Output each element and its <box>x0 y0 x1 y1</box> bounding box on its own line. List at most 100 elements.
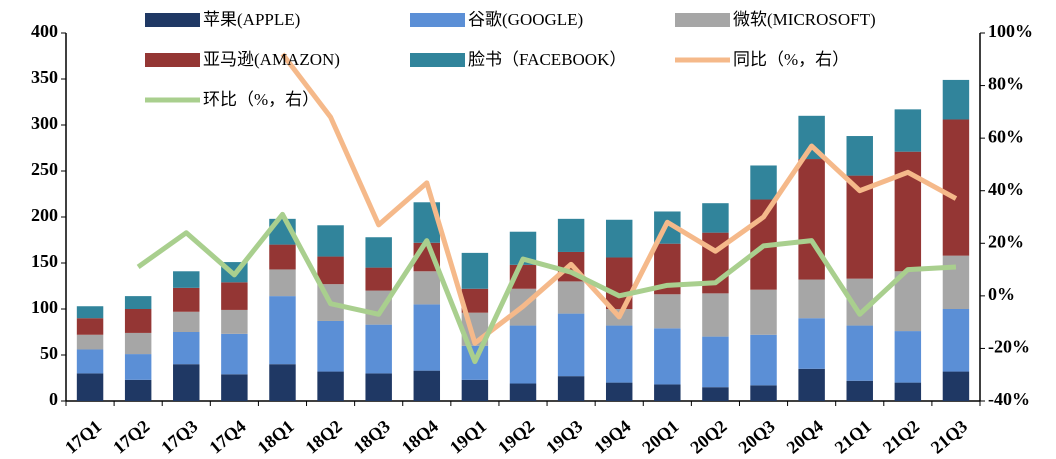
x-tick-label: 21Q2 <box>879 416 923 458</box>
bar-segment <box>124 332 152 355</box>
x-tick-label: 17Q3 <box>157 416 201 458</box>
bar-segment <box>221 282 248 310</box>
bar-segment <box>461 379 489 401</box>
bar-segment <box>702 293 729 337</box>
x-tick-label: 17Q1 <box>61 416 105 458</box>
x-tick-label: 19Q1 <box>446 416 490 458</box>
bar-segment <box>76 306 104 319</box>
bar-segment <box>317 320 344 372</box>
x-tick-label: 20Q4 <box>783 416 827 458</box>
bar-segment <box>509 325 537 384</box>
legend-label: 苹果(APPLE) <box>203 10 300 29</box>
y2-tick-label: 100% <box>988 21 1033 41</box>
x-tick-label: 18Q3 <box>350 416 394 458</box>
bar-segment <box>702 336 729 388</box>
bar-segment <box>798 318 825 369</box>
bar-segment <box>509 383 537 401</box>
bar-segment <box>894 151 922 272</box>
bar-segment <box>654 384 681 401</box>
bar-segment <box>173 332 200 365</box>
bar-segment <box>894 331 922 383</box>
bar-segment <box>76 349 104 374</box>
line-series <box>280 52 958 346</box>
bar-segment <box>124 309 152 333</box>
bar-segment <box>413 370 441 401</box>
y2-tick-label: -20% <box>988 337 1030 357</box>
bar-segment <box>317 225 344 257</box>
bar-segment <box>846 325 873 381</box>
x-tick-label: 19Q2 <box>494 416 538 458</box>
bar-segment <box>846 380 873 401</box>
y-tick-label: 100 <box>31 297 58 317</box>
bar-segment <box>76 334 104 350</box>
y2-tick-label: -40% <box>988 389 1030 409</box>
bar-segment <box>942 255 970 309</box>
bar-segment <box>124 296 152 309</box>
bar-segment <box>317 371 344 401</box>
y2-tick-label: 40% <box>988 179 1024 199</box>
y-tick-label: 50 <box>40 343 58 363</box>
y-tick-label: 350 <box>31 67 58 87</box>
bar-segment <box>76 373 104 401</box>
bar-segment <box>605 382 633 401</box>
x-tick-label: 18Q2 <box>302 416 346 458</box>
bar-segment <box>173 287 200 312</box>
bar-segment <box>750 165 777 200</box>
line-series <box>136 211 957 365</box>
bar-segment <box>942 309 970 372</box>
x-tick-label: 19Q4 <box>590 416 634 458</box>
bar-segment <box>413 304 441 371</box>
bar-segment <box>269 269 296 297</box>
legend-swatch <box>145 53 200 67</box>
legend-label: 亚马逊(AMAZON) <box>203 50 340 69</box>
bar-segment <box>269 364 296 401</box>
bar-segment <box>124 379 152 401</box>
bar-segment <box>942 119 970 256</box>
bar-segment <box>942 79 970 120</box>
y2-tick-label: 20% <box>988 231 1024 251</box>
bar-segment <box>221 309 248 334</box>
bar-segment <box>461 288 489 313</box>
bar-segment <box>750 334 777 386</box>
x-tick-label: 17Q4 <box>205 416 249 458</box>
y-tick-label: 150 <box>31 251 58 271</box>
y-tick-label: 250 <box>31 159 58 179</box>
bar-segment <box>76 318 104 335</box>
bar-segment <box>365 324 392 374</box>
legend-swatch <box>675 13 730 27</box>
bar-segment <box>365 373 392 401</box>
x-tick-label: 21Q3 <box>927 416 971 458</box>
legend-swatch <box>410 53 465 67</box>
x-tick-label: 21Q1 <box>831 416 875 458</box>
bar-segment <box>702 387 729 401</box>
legend-swatch <box>145 13 200 27</box>
y-tick-label: 400 <box>31 21 58 41</box>
bar-segment <box>894 109 922 152</box>
y-tick-label: 300 <box>31 113 58 133</box>
bar-segment <box>557 376 585 401</box>
bar-segment <box>942 371 970 401</box>
bar-segment <box>702 203 729 233</box>
y2-tick-label: 60% <box>988 126 1024 146</box>
legend-label: 环比（%，右） <box>203 90 319 109</box>
bar-segment <box>173 364 200 401</box>
legend-label: 微软(MICROSOFT) <box>733 10 876 29</box>
bar-segment <box>654 294 681 329</box>
x-tick-label: 20Q1 <box>638 416 682 458</box>
x-tick-label: 18Q4 <box>398 416 442 458</box>
y-tick-label: 200 <box>31 205 58 225</box>
bar-segment <box>557 281 585 314</box>
bar-segment <box>798 159 825 280</box>
bar-segment <box>750 385 777 401</box>
bar-segment <box>654 328 681 385</box>
bar-segment <box>269 244 296 270</box>
x-tick-label: 20Q3 <box>734 416 778 458</box>
bar-segment <box>365 267 392 291</box>
bar-segment <box>173 271 200 288</box>
y2-tick-label: 80% <box>988 74 1024 94</box>
legend-label: 谷歌(GOOGLE) <box>468 10 583 29</box>
bar-segment <box>846 136 873 176</box>
bar-segment <box>221 374 248 401</box>
x-tick-label: 20Q2 <box>686 416 730 458</box>
